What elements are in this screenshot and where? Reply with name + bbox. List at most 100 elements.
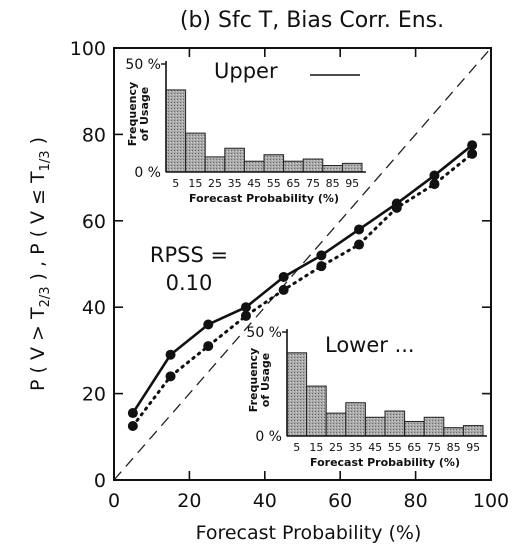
lower-histogram-inset: 0 % 50 % 5 15 25 35 45 55 65 75 85 95 Forecast Proba… (246, 325, 487, 469)
y-axis-label-part: P ( V > T (27, 307, 49, 391)
inset-x-axis-label: Forecast Probability (%) (310, 456, 460, 469)
lower-data-point (316, 261, 327, 272)
upper-data-point (429, 170, 440, 181)
inset-x-axis-label: Forecast Probability (%) (189, 192, 339, 205)
histogram-bar (325, 412, 347, 437)
y-axis-label: P ( V > T2/3 ) , P ( V ≤ T1/3 ) (27, 137, 53, 391)
y-tick-label: 100 (70, 38, 106, 60)
rpss-value: 0.10 (166, 271, 213, 295)
legend-label: Upper (214, 59, 278, 83)
inset-x-tick-label: 15 (309, 441, 323, 454)
upper-data-point (203, 319, 214, 330)
x-tick-label: 80 (404, 490, 428, 512)
histogram-bar (204, 156, 226, 173)
y-axis-label-part: ) (27, 137, 49, 150)
histogram-bar (462, 425, 484, 437)
y-axis-label-part: ) , P ( V ≤ T (27, 171, 49, 287)
upper-data-point (354, 224, 365, 235)
x-axis-label: Forecast Probability (%) (196, 522, 422, 544)
main-plot-area: 00 20 20 40 40 60 60 80 80 100 100 Forecast Probabi… (27, 38, 509, 544)
histogram-bar (364, 416, 386, 437)
upper-data-point (278, 271, 289, 282)
inset-y-axis-label: Frequencyof Usage (126, 82, 151, 146)
inset-y-axis-label-line: Frequency (247, 348, 260, 412)
inset-x-tick-label: 5 (293, 441, 300, 454)
lower-data-point (354, 239, 365, 250)
lower-data-point (278, 284, 289, 295)
inset-y-axis-label-line: of Usage (259, 353, 272, 407)
histogram-bar (263, 154, 285, 173)
inset-x-tick-label: 15 (188, 177, 202, 190)
inset-x-tick-label: 5 (172, 177, 179, 190)
perfect-reliability-diagonal (113, 47, 492, 481)
inset-y-tick-label: 50 % (246, 325, 282, 341)
inset-x-tick-label: 75 (427, 441, 441, 454)
inset-x-tick-label: 55 (388, 441, 402, 454)
lower-data-point (391, 202, 402, 213)
inset-x-tick-label: 35 (228, 177, 242, 190)
inset-x-tick-label: 45 (368, 441, 382, 454)
inset-x-tick-label: 35 (349, 441, 363, 454)
histogram-bar (341, 162, 363, 173)
histogram-bar (224, 147, 245, 173)
inset-x-tick-label: 85 (326, 177, 340, 190)
histogram-bar (404, 420, 425, 437)
lower-data-point (165, 371, 176, 382)
x-tick-label: 40 (253, 490, 277, 512)
inset-x-tick-label: 75 (306, 177, 320, 190)
inset-x-tick-label: 95 (466, 441, 480, 454)
histogram-bar (443, 427, 464, 437)
lower-data-point (240, 310, 251, 321)
histogram-bar (185, 132, 206, 173)
y-tick-label: 0 (94, 470, 106, 492)
y-tick-label: 60 (82, 211, 106, 233)
x-tick-label: 20 (177, 490, 201, 512)
plot-frame (113, 47, 492, 481)
inset-x-tick-label: 65 (286, 177, 300, 190)
inset-x-tick-label: 95 (345, 177, 359, 190)
upper-data-point (240, 302, 251, 313)
upper-data-point (316, 250, 327, 261)
histogram-bar (286, 352, 308, 437)
histogram-bar (283, 160, 304, 173)
lower-data-point (467, 148, 478, 159)
chart-title: (b) Sfc T, Bias Corr. Ens. (180, 8, 444, 33)
x-tick-label: 0 (108, 490, 120, 512)
histogram-bar (243, 160, 265, 173)
upper-histogram-inset: 0 % 50 % 5 15 25 35 45 55 65 75 85 95 Forecast Proba… (125, 57, 366, 205)
inset-y-axis-label: Frequencyof Usage (247, 348, 272, 412)
histogram-bar (306, 385, 327, 437)
histogram-bar (384, 410, 406, 437)
inset-x-tick-label: 45 (247, 177, 261, 190)
lower-data-point (127, 421, 138, 431)
upper-tercile-line (131, 144, 473, 414)
y-axis-label-subscript: 2/3 (38, 287, 53, 308)
histogram-bar (345, 402, 366, 437)
histogram-bar (302, 158, 324, 173)
histogram-bar (322, 165, 343, 173)
upper-data-point (165, 349, 176, 360)
inset-x-tick-label: 55 (267, 177, 281, 190)
histogram-bar (423, 416, 445, 437)
inset-y-tick-label: 50 % (125, 57, 161, 73)
upper-data-point (127, 408, 138, 419)
inset-x-tick-label: 85 (447, 441, 461, 454)
inset-y-axis-label-line: of Usage (138, 87, 151, 141)
upper-data-point (467, 140, 478, 151)
histogram-bar (165, 89, 187, 173)
x-tick-label: 60 (328, 490, 352, 512)
inset-x-tick-label: 65 (407, 441, 421, 454)
y-tick-label: 40 (82, 297, 106, 319)
x-tick-label: 100 (473, 490, 509, 512)
inset-x-tick-label: 25 (329, 441, 343, 454)
inset-y-tick-label: 0 % (134, 165, 161, 181)
inset-x-tick-label: 25 (208, 177, 222, 190)
y-tick-label: 20 (82, 384, 106, 406)
lower-tercile-line (131, 152, 474, 428)
y-tick-label: 80 (82, 124, 106, 146)
lower-data-point (203, 341, 214, 352)
lower-data-point (429, 179, 440, 190)
inset-y-axis-label-line: Frequency (126, 82, 139, 146)
legend-label: Lower ... (325, 333, 415, 357)
y-axis-label-subscript: 1/3 (38, 150, 53, 171)
